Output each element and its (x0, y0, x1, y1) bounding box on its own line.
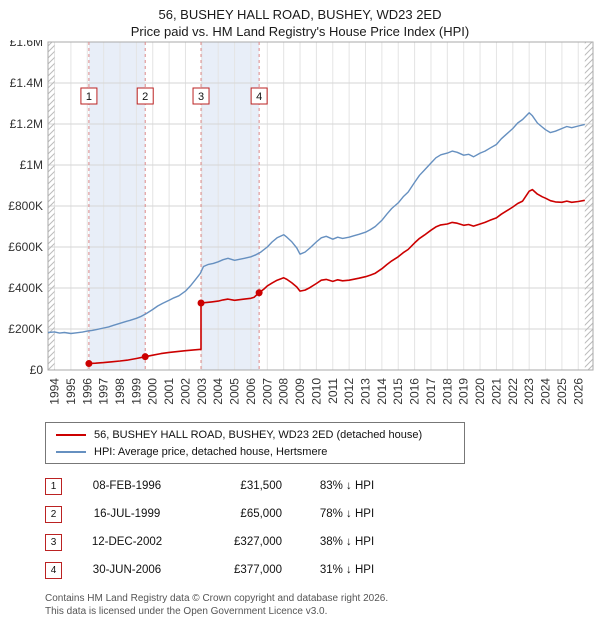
y-axis-label: £1.6M (10, 40, 43, 49)
row-number-badge: 1 (45, 477, 62, 495)
x-axis-label: 1995 (64, 378, 78, 405)
x-axis-label: 2014 (375, 378, 389, 405)
x-axis-label: 2017 (424, 378, 438, 405)
x-axis-label: 2009 (293, 378, 307, 405)
svg-text:2: 2 (142, 91, 148, 103)
footer-line: Contains HM Land Registry data © Crown c… (45, 593, 389, 604)
hpi-comparison: 78% ↓ HPI (319, 508, 375, 520)
legend-item-price: 56, BUSHEY HALL ROAD, BUSHEY, WD23 2ED (… (54, 426, 456, 443)
sale-marker (197, 299, 205, 307)
legend: 56, BUSHEY HALL ROAD, BUSHEY, WD23 2ED (… (45, 422, 465, 464)
svg-text:1: 1 (86, 91, 92, 103)
x-axis-label: 2008 (277, 378, 291, 405)
price-chart: 1 2 3 4 £0 £200K £400K £600K £800K £1M £1.2M £1.4M £… (8, 40, 594, 405)
x-axis-label: 2024 (539, 378, 553, 405)
transaction-date: 30-JUN-2006 (92, 564, 162, 576)
transaction-price: £377,000 (234, 564, 282, 576)
x-axis-label: 2010 (309, 378, 323, 405)
sale-marker (255, 289, 263, 297)
title-block: 56, BUSHEY HALL ROAD, BUSHEY, WD23 2ED P… (0, 0, 600, 40)
y-axis-label: £800K (8, 199, 43, 213)
x-axis-label: 2018 (440, 378, 454, 405)
transaction-table: 1 08-FEB-1996 £31,500 83% ↓ HPI 2 16-JUL… (45, 472, 600, 584)
hpi-comparison: 31% ↓ HPI (319, 564, 375, 576)
legend-item-hpi: HPI: Average price, detached house, Hert… (54, 443, 456, 460)
legend-label: HPI: Average price, detached house, Hert… (94, 445, 328, 458)
row-number-badge: 3 (45, 533, 62, 551)
y-axis-label: £0 (30, 363, 44, 377)
chart-subtitle: Price paid vs. HM Land Registry's House … (130, 24, 470, 39)
legend-label: 56, BUSHEY HALL ROAD, BUSHEY, WD23 2ED (… (94, 428, 423, 441)
x-axis-label: 2016 (408, 378, 422, 405)
table-row: 4 30-JUN-2006 £377,000 31% ↓ HPI (45, 556, 600, 584)
marker-number-badge (80, 87, 98, 105)
y-axis-label: £1.2M (10, 117, 43, 131)
x-axis-label: 2021 (489, 378, 503, 405)
x-axis-label: 1998 (113, 378, 127, 405)
page-title: 56, BUSHEY HALL ROAD, BUSHEY, WD23 2ED (158, 7, 442, 22)
y-axis-label: £1M (20, 158, 43, 172)
row-number-badge: 4 (45, 561, 62, 579)
hatch-right-edge (584, 42, 593, 370)
x-axis-label: 2003 (195, 378, 209, 405)
x-axis-label: 2007 (260, 378, 274, 405)
y-axis-label: £1.4M (10, 76, 43, 90)
x-axis-label: 2026 (571, 378, 585, 405)
marker-number-badge (192, 87, 210, 105)
x-axis-label: 2002 (178, 378, 192, 405)
hpi-line-swatch (56, 450, 86, 453)
hatch-left-edge (48, 42, 55, 370)
price-line-swatch (56, 433, 86, 436)
x-axis-label: 2019 (457, 378, 471, 405)
x-axis-label: 1999 (129, 378, 143, 405)
y-axis-label: £400K (8, 281, 43, 295)
svg-text:3: 3 (198, 91, 204, 103)
transaction-date: 12-DEC-2002 (91, 536, 163, 548)
hpi-comparison: 38% ↓ HPI (319, 536, 375, 548)
table-row: 2 16-JUL-1999 £65,000 78% ↓ HPI (45, 500, 600, 528)
transaction-date: 16-JUL-1999 (93, 508, 161, 520)
x-axis-label: 2011 (326, 378, 340, 404)
y-axis-label: £600K (8, 240, 43, 254)
x-axis-label: 1996 (80, 378, 94, 405)
footer-copyright: Contains HM Land Registry data © Crown c… (45, 592, 600, 618)
x-axis-label: 2004 (211, 378, 225, 405)
marker-number-badge (250, 87, 268, 105)
x-axis-label: 2012 (342, 378, 356, 405)
y-axis-label: £200K (8, 322, 43, 336)
x-axis-label: 2013 (359, 378, 373, 405)
x-axis-label: 2001 (162, 378, 176, 405)
transaction-price: £327,000 (234, 536, 282, 548)
transaction-date: 08-FEB-1996 (92, 480, 162, 492)
row-number-badge: 2 (45, 505, 62, 523)
transaction-price: £31,500 (240, 480, 282, 492)
series-line (88, 188, 585, 365)
sale-marker (85, 360, 93, 368)
x-axis-label: 1997 (97, 378, 111, 405)
marker-number-badge (136, 87, 154, 105)
table-row: 1 08-FEB-1996 £31,500 83% ↓ HPI (45, 472, 600, 500)
svg-text:4: 4 (256, 91, 262, 103)
x-axis-label: 2025 (555, 378, 569, 405)
x-axis-label: 2022 (506, 378, 520, 405)
transaction-price: £65,000 (240, 508, 282, 520)
x-axis-label: 2000 (146, 378, 160, 405)
hpi-comparison: 83% ↓ HPI (319, 480, 375, 492)
footer-line: This data is licensed under the Open Gov… (45, 606, 328, 617)
x-axis-label: 2005 (228, 378, 242, 405)
x-axis-label: 2023 (522, 378, 536, 405)
x-axis-label: 2015 (391, 378, 405, 405)
series-line (47, 111, 585, 335)
x-axis-label: 1994 (48, 378, 62, 405)
x-axis-label: 2020 (473, 378, 487, 405)
x-axis-label: 2006 (244, 378, 258, 405)
table-row: 3 12-DEC-2002 £327,000 38% ↓ HPI (45, 528, 600, 556)
sale-marker (141, 353, 149, 361)
